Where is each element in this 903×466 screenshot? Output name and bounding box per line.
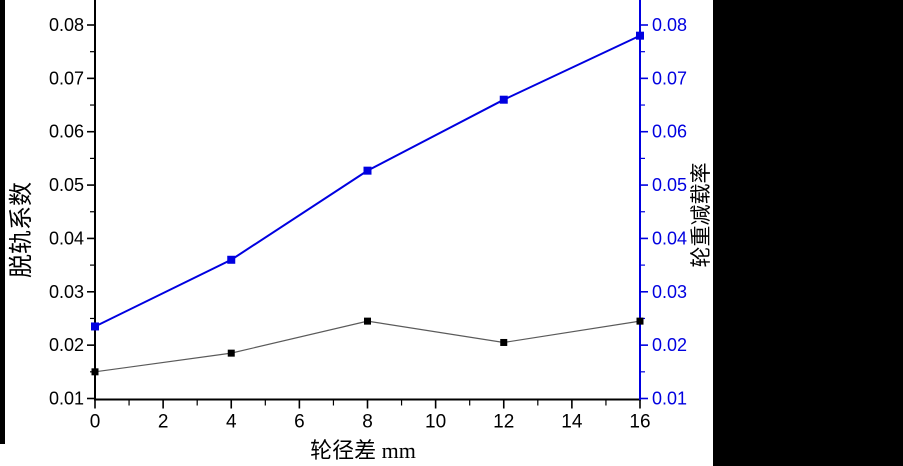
right-y-tick-label: 0.06 [652, 122, 687, 142]
left-y-tick-label: 0.02 [49, 335, 84, 355]
series-line-left [94, 320, 641, 373]
x-tick-label: 0 [90, 412, 101, 433]
data-point-right [636, 31, 644, 40]
data-point-right [227, 255, 236, 264]
right-y-tick-label: 0.08 [652, 15, 687, 35]
data-point-left [91, 368, 99, 376]
right-y-tick-label: 0.02 [652, 335, 687, 355]
x-tick-label: 6 [294, 412, 305, 433]
left-y-tick-label: 0.01 [49, 389, 84, 409]
right-y-tick-label: 0.07 [652, 68, 687, 88]
left-black-stripe [0, 0, 5, 444]
left-y-tick-label: 0.08 [49, 15, 84, 35]
left-y-tick-label: 0.04 [49, 228, 84, 248]
series-line-right [94, 34, 641, 328]
data-point-left [227, 349, 235, 357]
x-tick-label: 2 [158, 412, 169, 433]
left-y-axis-title: 脱轨系数 [9, 182, 35, 278]
right-black-band [713, 0, 903, 466]
right-y-tick-label: 0.01 [652, 389, 687, 409]
data-point-right [91, 322, 99, 331]
left-y-tick-label: 0.03 [49, 282, 84, 302]
right-y-tick-label: 0.04 [652, 228, 687, 248]
x-tick-label: 12 [493, 412, 514, 433]
left-y-tick-label: 0.06 [49, 122, 84, 142]
x-tick-label: 4 [226, 412, 237, 433]
right-y-tick-label: 0.05 [652, 175, 687, 195]
x-axis-title: 轮径差 mm [310, 438, 416, 463]
x-tick-label: 8 [362, 412, 373, 433]
x-tick-label: 10 [425, 412, 446, 433]
left-y-tick-label: 0.05 [49, 175, 84, 195]
x-tick-label: 16 [629, 412, 650, 433]
data-point-left [636, 317, 644, 325]
data-point-right [363, 166, 372, 175]
data-point-left [500, 338, 508, 346]
x-tick-label: 14 [561, 412, 583, 433]
left-y-tick-label: 0.07 [49, 68, 84, 88]
right-y-axis-title: 轮重减载率 [689, 162, 713, 268]
right-y-tick-label: 0.03 [652, 282, 687, 302]
data-point-left [364, 317, 371, 325]
data-point-right [499, 95, 508, 104]
